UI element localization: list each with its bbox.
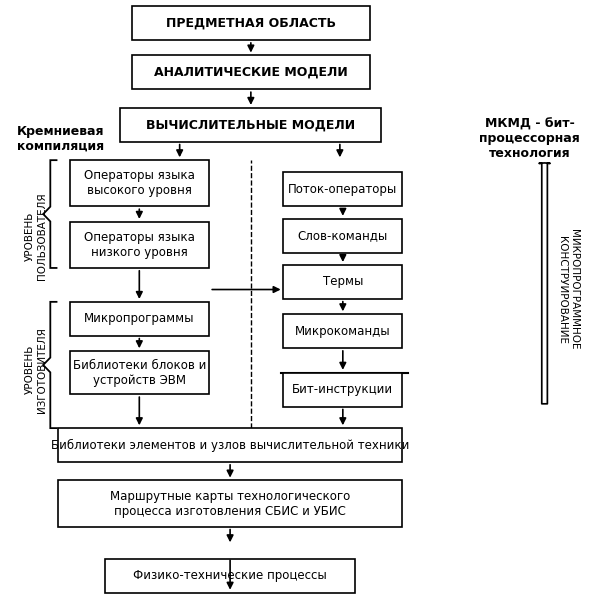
FancyBboxPatch shape (120, 108, 381, 142)
Text: ВЫЧИСЛИТЕЛЬНЫЕ МОДЕЛИ: ВЫЧИСЛИТЕЛЬНЫЕ МОДЕЛИ (146, 118, 355, 131)
FancyBboxPatch shape (58, 480, 402, 527)
FancyBboxPatch shape (283, 373, 402, 407)
FancyBboxPatch shape (70, 222, 209, 268)
Text: УРОВЕНЬ
ПОЛЬЗОВАТЕЛЯ: УРОВЕНЬ ПОЛЬЗОВАТЕЛЯ (25, 192, 47, 280)
Text: МИКРОПРОГРАММНОЕ
КОНСТРУИРОВАНИЕ: МИКРОПРОГРАММНОЕ КОНСТРУИРОВАНИЕ (558, 229, 579, 350)
Text: Операторы языка
низкого уровня: Операторы языка низкого уровня (84, 231, 195, 259)
FancyBboxPatch shape (132, 6, 369, 40)
FancyBboxPatch shape (70, 160, 209, 206)
Text: Поток-операторы: Поток-операторы (288, 183, 397, 196)
Text: ПРЕДМЕТНАЯ ОБЛАСТЬ: ПРЕДМЕТНАЯ ОБЛАСТЬ (166, 17, 336, 30)
FancyBboxPatch shape (58, 428, 402, 462)
FancyBboxPatch shape (132, 55, 369, 89)
Text: АНАЛИТИЧЕСКИЕ МОДЕЛИ: АНАЛИТИЧЕСКИЕ МОДЕЛИ (154, 66, 347, 79)
FancyBboxPatch shape (283, 265, 402, 299)
FancyBboxPatch shape (283, 314, 402, 348)
Text: Микрокоманды: Микрокоманды (295, 325, 391, 338)
Text: Библиотеки блоков и
устройств ЭВМ: Библиотеки блоков и устройств ЭВМ (73, 359, 206, 387)
FancyBboxPatch shape (283, 172, 402, 206)
Text: Физико-технические процессы: Физико-технические процессы (133, 569, 327, 582)
Text: Библиотеки элементов и узлов вычислительной техники: Библиотеки элементов и узлов вычислитель… (51, 439, 409, 452)
Text: Маршрутные карты технологического
процесса изготовления СБИС и УБИС: Маршрутные карты технологического процес… (110, 490, 350, 517)
Text: Кремниевая
компиляция: Кремниевая компиляция (17, 124, 104, 153)
Text: Микропрограммы: Микропрограммы (84, 312, 195, 325)
Text: Бит-инструкции: Бит-инструкции (292, 383, 393, 396)
Text: Термы: Термы (322, 275, 363, 288)
FancyBboxPatch shape (70, 302, 209, 336)
Text: Слов-команды: Слов-команды (298, 229, 388, 242)
Text: УРОВЕНЬ
ИЗГОТОВИТЕЛЯ: УРОВЕНЬ ИЗГОТОВИТЕЛЯ (25, 326, 47, 413)
Text: МКМД - бит-
процессорная
технология: МКМД - бит- процессорная технология (480, 117, 580, 160)
FancyBboxPatch shape (70, 351, 209, 394)
Text: Операторы языка
высокого уровня: Операторы языка высокого уровня (84, 169, 195, 197)
FancyBboxPatch shape (105, 559, 355, 593)
FancyBboxPatch shape (283, 219, 402, 253)
